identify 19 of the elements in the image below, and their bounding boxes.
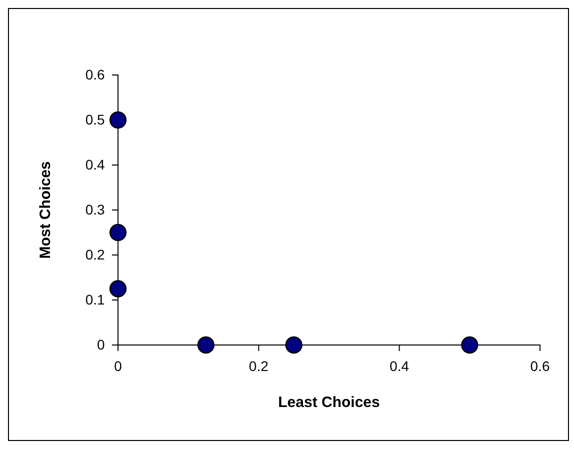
point <box>109 224 127 242</box>
y-tick-label: 0 <box>97 336 106 352</box>
point <box>197 336 214 354</box>
point <box>461 336 478 354</box>
y-tick-label: 0.3 <box>85 201 106 218</box>
y-axis-title: Most Choices <box>37 161 54 259</box>
point <box>109 111 127 129</box>
x-tick-label: 0.6 <box>530 358 550 374</box>
y-tick-label: 0.1 <box>85 291 106 308</box>
x-tick-label: 0 <box>114 358 122 374</box>
x-tick-label: 0.4 <box>390 358 410 374</box>
y-tick-label: 0.6 <box>85 66 106 82</box>
y-tick-label: 0.2 <box>85 246 106 262</box>
y-tick-label: 0.5 <box>85 111 106 128</box>
x-tick-label: 0.2 <box>248 358 269 374</box>
point <box>109 280 127 298</box>
x-axis-title: Least Choices <box>278 394 380 411</box>
point <box>285 336 302 354</box>
y-tick-label: 0.4 <box>85 156 106 172</box>
